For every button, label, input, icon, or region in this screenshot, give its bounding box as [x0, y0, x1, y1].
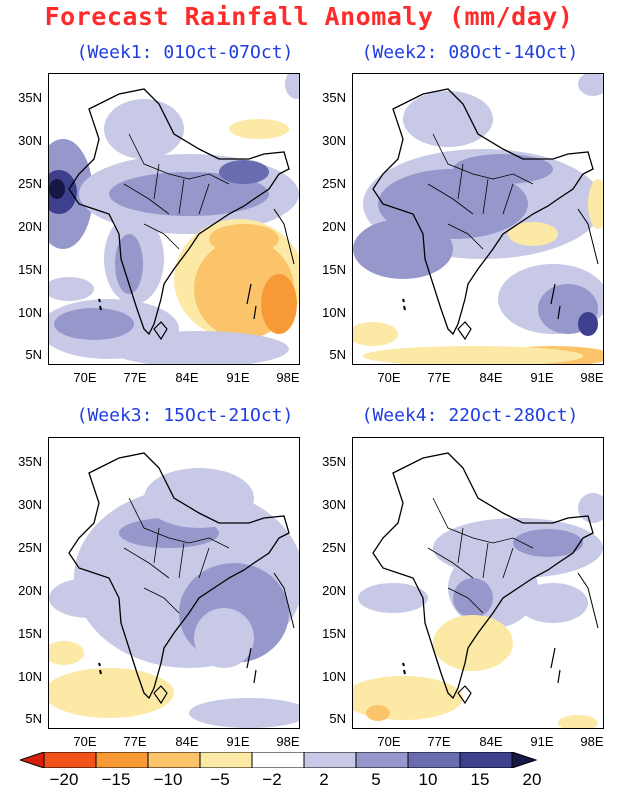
panel-title-week1: (Week1: 01Oct-07Oct) [76, 42, 294, 63]
lon-label: 70E [73, 734, 97, 749]
colorbar-segment [459, 752, 513, 768]
colorbar-segment [251, 752, 305, 768]
map-week1 [49, 74, 299, 364]
lon-label: 91E [226, 734, 250, 749]
lat-label: 10N [322, 305, 346, 320]
lat-label: 5N [25, 347, 42, 362]
lat-label: 15N [322, 626, 346, 641]
colorbar-label: 20 [522, 770, 542, 789]
map-week4 [353, 452, 603, 728]
colorbar-segment [355, 752, 409, 768]
colorbar [20, 752, 538, 768]
lon-label: 77E [427, 734, 451, 749]
colorbar-segment [95, 752, 149, 768]
colorbar-label: 15 [470, 770, 490, 789]
lat-label: 20N [18, 219, 42, 234]
colorbar-segment [511, 752, 538, 768]
lat-label: 15N [18, 262, 42, 277]
lon-label: 98E [276, 370, 300, 385]
lon-label: 84E [479, 734, 503, 749]
lon-label: 84E [479, 370, 503, 385]
colorbar-label: −5 [210, 770, 230, 789]
lat-label: 5N [329, 711, 346, 726]
lat-label: 5N [25, 711, 42, 726]
lon-label: 70E [73, 370, 97, 385]
lon-label: 84E [175, 370, 199, 385]
lon-label: 77E [123, 734, 147, 749]
lat-label: 20N [18, 583, 42, 598]
lon-label: 91E [226, 370, 250, 385]
colorbar-segment [20, 752, 45, 768]
colorbar-segment [199, 752, 253, 768]
figure-title: Forecast Rainfall Anomaly (mm/day) [44, 2, 574, 31]
colorbar-label: −10 [153, 770, 183, 789]
lat-label: 10N [322, 669, 346, 684]
lat-label: 10N [18, 669, 42, 684]
colorbar-segment [407, 752, 461, 768]
map-panel-week4 [352, 437, 604, 729]
panel-title-week4: (Week4: 22Oct-28Oct) [361, 405, 579, 426]
map-panel-week1 [48, 73, 300, 365]
lat-label: 35N [322, 454, 346, 469]
lat-label: 20N [322, 583, 346, 598]
map-week3 [49, 452, 299, 728]
lon-label: 84E [175, 734, 199, 749]
map-week2 [353, 74, 603, 364]
lon-label: 98E [580, 734, 604, 749]
panel-title-week3: (Week3: 15Oct-21Oct) [76, 405, 294, 426]
map-panel-week2 [352, 73, 604, 365]
map-panel-week3 [48, 437, 300, 729]
lat-label: 35N [322, 90, 346, 105]
lon-label: 70E [377, 370, 401, 385]
panel-title-week2: (Week2: 08Oct-14Oct) [361, 42, 579, 63]
lat-label: 15N [18, 626, 42, 641]
lat-label: 30N [18, 497, 42, 512]
lat-label: 30N [322, 497, 346, 512]
lat-label: 25N [18, 176, 42, 191]
colorbar-label: −15 [101, 770, 131, 789]
lat-label: 35N [18, 90, 42, 105]
lon-label: 70E [377, 734, 401, 749]
colorbar-segment [147, 752, 201, 768]
lat-label: 30N [322, 133, 346, 148]
lat-label: 25N [322, 540, 346, 555]
lon-label: 91E [530, 370, 554, 385]
colorbar-label: 5 [371, 770, 381, 789]
colorbar-label: 2 [319, 770, 329, 789]
lon-label: 98E [276, 734, 300, 749]
lat-label: 20N [322, 219, 346, 234]
colorbar-segment [303, 752, 357, 768]
colorbar-segment [43, 752, 97, 768]
lon-label: 98E [580, 370, 604, 385]
lon-label: 91E [530, 734, 554, 749]
colorbar-label: −20 [49, 770, 79, 789]
lat-label: 25N [18, 540, 42, 555]
colorbar-label: 10 [418, 770, 438, 789]
lat-label: 5N [329, 347, 346, 362]
lat-label: 25N [322, 176, 346, 191]
lat-label: 10N [18, 305, 42, 320]
lat-label: 35N [18, 454, 42, 469]
lon-label: 77E [427, 370, 451, 385]
colorbar-label: −2 [262, 770, 282, 789]
lat-label: 30N [18, 133, 42, 148]
lon-label: 77E [123, 370, 147, 385]
lat-label: 15N [322, 262, 346, 277]
